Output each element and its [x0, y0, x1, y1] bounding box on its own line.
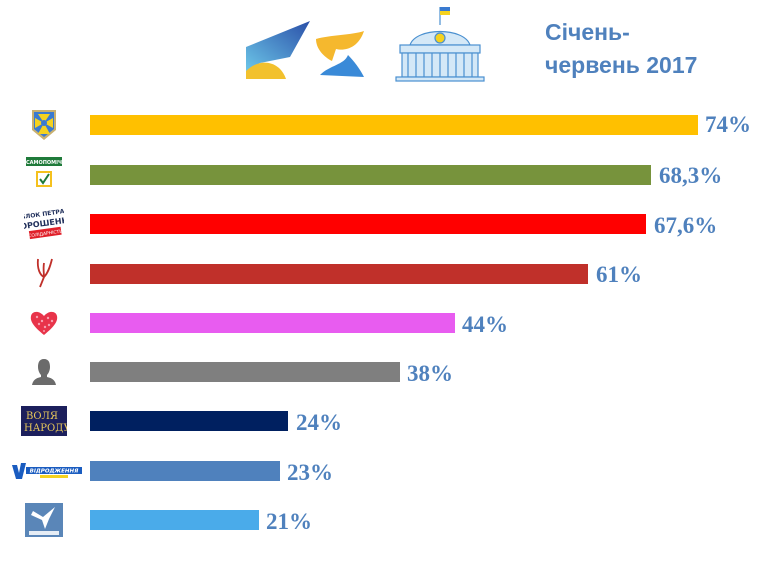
shield-logo-icon — [18, 105, 70, 145]
bar — [90, 461, 280, 481]
chart-row: 44% — [0, 303, 762, 343]
pitchfork-logo-icon — [18, 253, 70, 293]
value-label: 74% — [705, 112, 751, 137]
rada-building-icon — [395, 7, 485, 82]
value-label: 61% — [596, 262, 642, 287]
chart-row: 21% — [0, 500, 762, 540]
svg-text:ВІДРОДЖЕННЯ: ВІДРОДЖЕННЯ — [30, 469, 79, 475]
value-label: 21% — [266, 509, 312, 534]
value-label: 68,3% — [659, 163, 723, 188]
chart-row: 61% — [0, 253, 762, 293]
chart-row: БЛОК ПЕТРА ПОРОШЕНКА СОЛІДАРНІСТЬ 67,6% — [0, 204, 762, 244]
svg-text:НАРОДУ: НАРОДУ — [24, 423, 67, 434]
value-label: 67,6% — [654, 213, 718, 238]
heart-logo-icon — [18, 303, 70, 343]
svg-text:САМОПОМІЧ: САМОПОМІЧ — [26, 160, 62, 166]
logo-group-icon — [246, 7, 485, 82]
bar — [90, 362, 400, 382]
bar — [90, 214, 646, 234]
chart-row: 38% — [0, 352, 762, 392]
chart-row: 74% — [0, 105, 762, 145]
bpp-logo-icon: БЛОК ПЕТРА ПОРОШЕНКА СОЛІДАРНІСТЬ — [18, 204, 70, 244]
opposition-bloc-logo-icon — [18, 500, 70, 540]
value-label: 44% — [462, 312, 508, 337]
bar — [90, 411, 288, 431]
bar — [90, 115, 698, 135]
svg-text:ВОЛЯ: ВОЛЯ — [26, 411, 58, 422]
bar — [90, 165, 651, 185]
volia-narodu-logo-icon: ВОЛЯ НАРОДУ — [18, 401, 70, 441]
chart-row: ВІДРОДЖЕННЯ 23% — [0, 451, 762, 491]
svg-text:СОЛІДАРНІСТЬ: СОЛІДАРНІСТЬ — [28, 229, 63, 240]
samopomich-logo-icon: САМОПОМІЧ — [18, 154, 70, 194]
vidrodzhennia-logo-icon: ВІДРОДЖЕННЯ — [8, 451, 84, 491]
chart-row: ВОЛЯ НАРОДУ 24% — [0, 401, 762, 441]
value-label: 24% — [296, 410, 342, 435]
value-label: 38% — [407, 361, 453, 386]
shapes-logo-icon — [316, 31, 364, 77]
bar — [90, 510, 259, 530]
header-logos — [240, 5, 520, 83]
person-silhouette-icon — [18, 352, 70, 392]
bar — [90, 264, 588, 284]
title-line-2: червень 2017 — [545, 52, 698, 78]
value-label: 23% — [287, 460, 333, 485]
title-line-1: Січень- — [545, 19, 630, 45]
chart-row: САМОПОМІЧ 68,3% — [0, 154, 762, 194]
wave-logo-icon — [246, 21, 310, 79]
bar — [90, 313, 455, 333]
period-title: Січень- червень 2017 — [545, 16, 697, 82]
